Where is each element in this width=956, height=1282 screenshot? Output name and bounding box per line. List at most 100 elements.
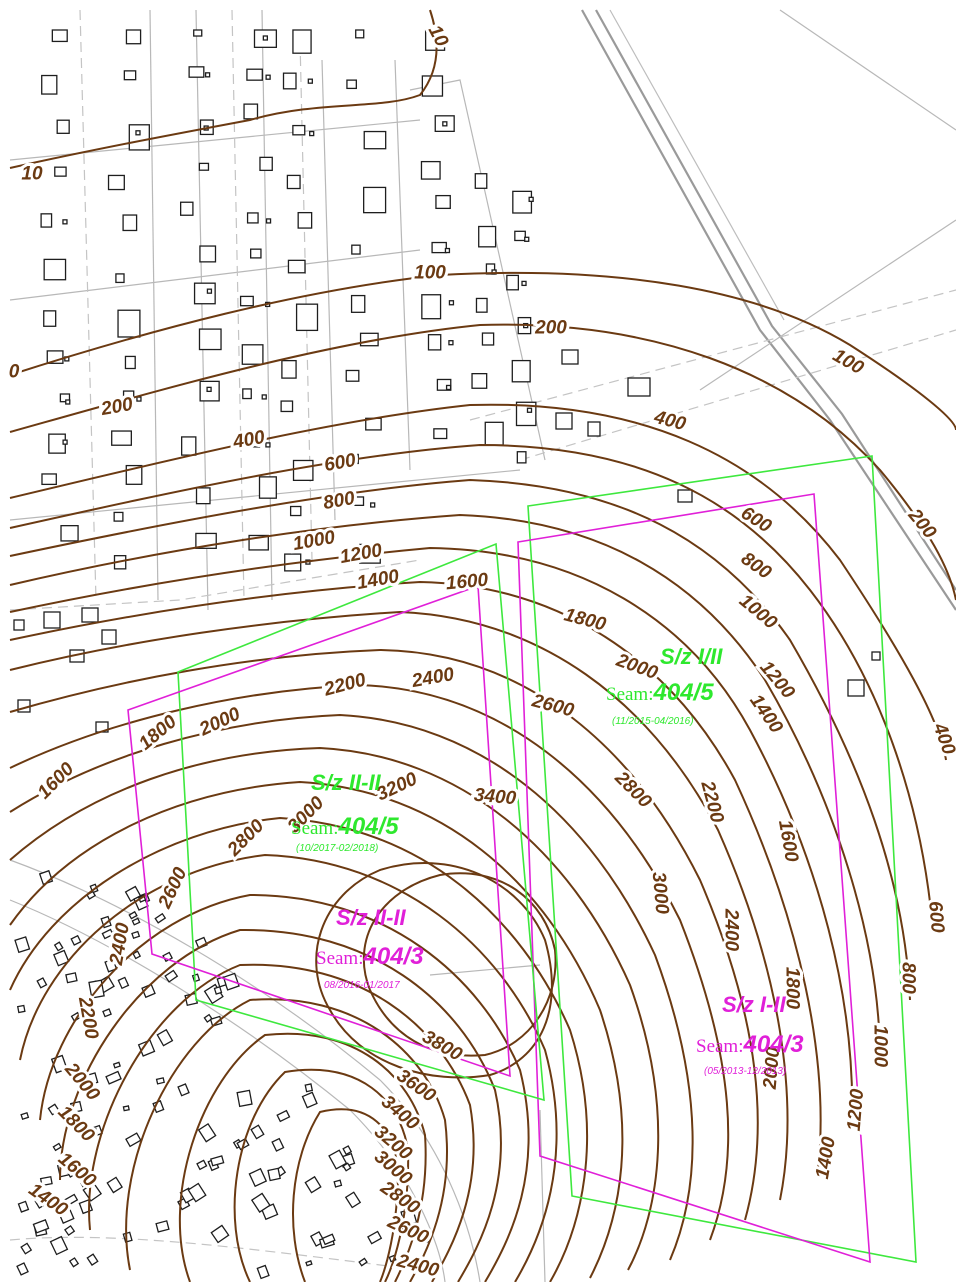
building <box>123 70 137 81</box>
building <box>345 369 360 382</box>
panel-outline-magenta-west <box>127 584 511 1078</box>
building <box>271 1137 285 1152</box>
building <box>33 1195 47 1209</box>
building <box>328 1149 348 1170</box>
building <box>587 421 601 437</box>
contour-label: 100 <box>414 263 446 284</box>
building <box>62 219 68 225</box>
building <box>442 121 448 127</box>
building <box>370 502 376 508</box>
panel-seam: Seam:404/5 <box>606 679 714 706</box>
building <box>481 332 495 346</box>
building <box>292 124 306 136</box>
building <box>367 1230 383 1245</box>
building <box>135 130 141 136</box>
building <box>115 273 125 284</box>
building <box>43 310 57 327</box>
building <box>256 1264 270 1280</box>
building <box>431 241 447 254</box>
building <box>122 214 138 232</box>
panel-title: S/z II-II <box>311 770 382 795</box>
panel-label-4: S/z I-II Seam:404/3 (05/2013-12/2013) <box>696 992 804 1077</box>
panel-label-2: S/z II-II Seam:404/5 (10/2017-02/2018) <box>291 770 399 854</box>
building <box>419 1261 429 1270</box>
building <box>53 941 64 952</box>
building <box>243 103 259 120</box>
building <box>195 487 211 505</box>
contour-label: 2400 <box>721 908 742 952</box>
building <box>258 476 277 499</box>
panel-outline-magenta-east <box>517 493 871 1264</box>
building <box>521 280 527 287</box>
building <box>177 1083 190 1097</box>
building <box>57 1205 75 1224</box>
building <box>131 930 141 940</box>
contour-label: 2000 <box>760 1046 785 1091</box>
building <box>420 160 441 180</box>
building <box>155 1220 170 1233</box>
building <box>131 917 141 926</box>
building <box>250 1192 271 1213</box>
building <box>210 1155 225 1167</box>
contour-label-halo: 200 <box>534 318 567 339</box>
building <box>433 428 448 440</box>
building <box>363 130 387 150</box>
building <box>346 79 357 90</box>
building <box>70 934 82 946</box>
building <box>427 334 442 351</box>
building <box>193 282 216 305</box>
building <box>117 309 141 338</box>
building <box>132 950 142 960</box>
building <box>242 388 252 400</box>
building <box>516 451 527 464</box>
building <box>282 72 297 90</box>
building <box>112 1061 121 1069</box>
building <box>88 1127 99 1137</box>
building <box>321 1233 336 1246</box>
building <box>196 1159 208 1171</box>
contour-label: 1000 <box>870 1025 891 1068</box>
building <box>101 928 114 940</box>
building <box>20 1242 33 1255</box>
contour-label: 1800 <box>782 967 803 1010</box>
building <box>53 949 70 967</box>
building <box>475 297 488 313</box>
building <box>350 294 366 313</box>
building <box>43 611 61 629</box>
building <box>107 174 125 191</box>
building <box>259 156 273 172</box>
building <box>14 936 31 954</box>
building <box>80 1179 89 1188</box>
building <box>561 349 579 365</box>
building <box>448 340 454 346</box>
contour-label-halo: 2400 <box>721 908 742 952</box>
building <box>474 173 488 189</box>
building <box>435 194 451 210</box>
building <box>60 525 79 542</box>
building <box>113 511 124 522</box>
contour-label: 1200 <box>844 1088 869 1132</box>
building <box>68 1257 80 1268</box>
building <box>136 396 142 402</box>
building <box>64 1193 79 1206</box>
contour-label-halo: 0 <box>9 362 20 383</box>
building <box>86 1072 99 1086</box>
building <box>261 394 267 400</box>
building <box>847 679 865 697</box>
contour-label-halo: 100 <box>414 263 446 284</box>
building <box>181 436 197 456</box>
building <box>292 29 312 54</box>
building <box>122 1105 130 1112</box>
building <box>191 973 201 983</box>
building <box>41 74 58 95</box>
building <box>206 386 212 393</box>
building <box>265 74 271 80</box>
building <box>506 274 519 291</box>
building <box>528 196 534 203</box>
building <box>421 75 444 97</box>
building <box>13 619 25 631</box>
building <box>871 651 881 661</box>
panel-outline-green-east <box>527 455 917 1263</box>
building <box>305 1260 313 1267</box>
building <box>49 1235 69 1256</box>
